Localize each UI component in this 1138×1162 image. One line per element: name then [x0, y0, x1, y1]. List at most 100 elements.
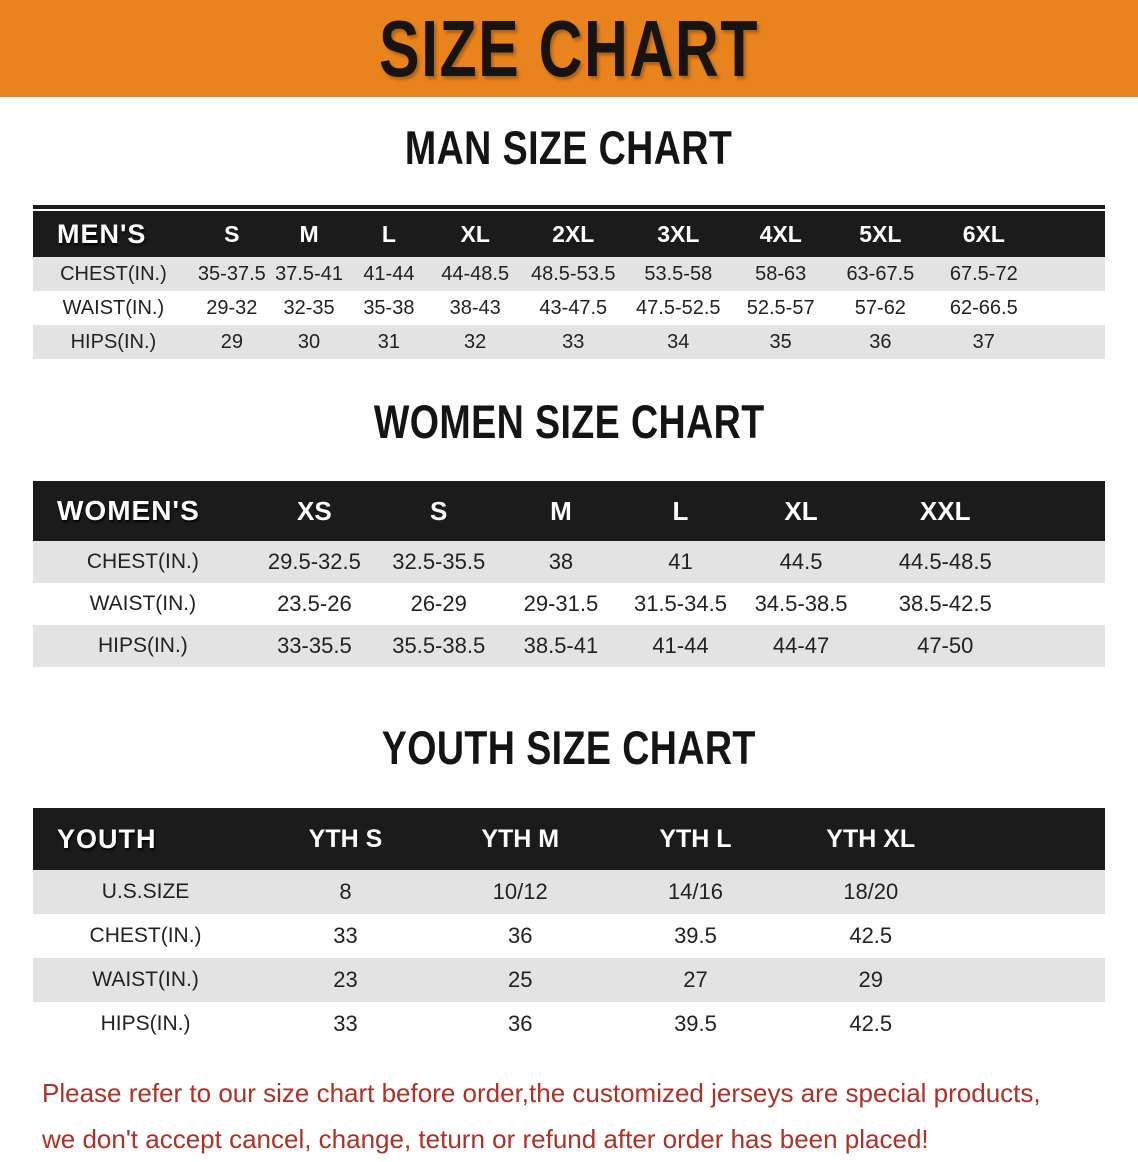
man-heading-text: MAN SIZE CHART	[405, 121, 733, 174]
mens-size-table: MEN'S S M L XL 2XL 3XL 4XL 5XL 6XL CHEST…	[33, 205, 1105, 359]
spacer-cell	[958, 1002, 1105, 1046]
size-cell: 38.5-41	[501, 625, 621, 667]
size-column-header: S	[376, 481, 502, 541]
size-cell: 29-31.5	[501, 583, 621, 625]
row-label: HIPS(IN.)	[33, 325, 194, 359]
size-column-header: YTH M	[432, 808, 608, 870]
size-cell: 42.5	[783, 914, 959, 958]
size-cell: 44.5-48.5	[861, 541, 1029, 583]
size-cell: 39.5	[607, 914, 784, 958]
size-cell: 39.5	[607, 1002, 784, 1046]
youth-header-row: YOUTH YTH S YTH M YTH L YTH XL	[33, 808, 1105, 870]
size-cell: 30	[269, 325, 349, 359]
size-cell: 32	[429, 325, 521, 359]
womens-size-table: WOMEN'S XS S M L XL XXL CHEST(IN.) 29.5-…	[33, 481, 1105, 667]
size-column-header: YTH L	[607, 808, 784, 870]
size-cell: 14/16	[607, 870, 784, 914]
youth-size-table: YOUTH YTH S YTH M YTH L YTH XL U.S.SIZE …	[33, 808, 1105, 1046]
size-cell: 48.5-53.5	[520, 257, 626, 291]
size-cell: 37.5-41	[269, 257, 349, 291]
size-column-header: 2XL	[520, 211, 626, 257]
row-label: CHEST(IN.)	[33, 914, 259, 958]
size-cell: 58-63	[730, 257, 831, 291]
size-cell: 34	[625, 325, 731, 359]
size-cell: 63-67.5	[830, 257, 931, 291]
size-column-header: XXL	[861, 481, 1029, 541]
women-heading-text: WOMEN SIZE CHART	[373, 395, 765, 448]
size-cell: 36	[830, 325, 931, 359]
size-column-header: 5XL	[830, 211, 931, 257]
row-label: CHEST(IN.)	[33, 257, 194, 291]
size-column-header: XL	[740, 481, 862, 541]
youth-size-chart-heading: YOUTH SIZE CHART	[0, 723, 1138, 785]
size-column-header: XL	[429, 211, 521, 257]
size-cell: 41-44	[620, 625, 741, 667]
size-cell: 27	[607, 958, 784, 1002]
table-row: CHEST(IN.) 29.5-32.5 32.5-35.5 38 41 44.…	[33, 541, 1105, 583]
size-cell: 8	[258, 870, 433, 914]
size-cell: 35-37.5	[193, 257, 270, 291]
table-row: WAIST(IN.) 23.5-26 26-29 29-31.5 31.5-34…	[33, 583, 1105, 625]
table-row: WAIST(IN.) 23 25 27 29	[33, 958, 1105, 1002]
size-cell: 47-50	[861, 625, 1029, 667]
spacer-cell	[1028, 583, 1105, 625]
row-label: U.S.SIZE	[33, 870, 259, 914]
disclaimer-text: Please refer to our size chart before or…	[0, 1070, 1138, 1162]
mens-header-row: MEN'S S M L XL 2XL 3XL 4XL 5XL 6XL	[33, 211, 1105, 257]
spacer-cell	[1028, 625, 1105, 667]
size-column-header: M	[501, 481, 621, 541]
women-size-chart-heading: WOMEN SIZE CHART	[0, 397, 1138, 459]
size-cell: 34.5-38.5	[740, 583, 862, 625]
row-label: WAIST(IN.)	[33, 583, 253, 625]
size-cell: 29	[783, 958, 959, 1002]
womens-header-row: WOMEN'S XS S M L XL XXL	[33, 481, 1105, 541]
spacer-cell	[1037, 257, 1105, 291]
size-cell: 67.5-72	[930, 257, 1038, 291]
size-cell: 25	[432, 958, 608, 1002]
row-label: WAIST(IN.)	[33, 958, 259, 1002]
size-cell: 29	[193, 325, 270, 359]
table-row: HIPS(IN.) 29 30 31 32 33 34 35 36 37	[33, 325, 1105, 359]
size-cell: 23.5-26	[252, 583, 377, 625]
size-cell: 26-29	[376, 583, 502, 625]
size-cell: 35.5-38.5	[376, 625, 502, 667]
size-cell: 36	[432, 914, 608, 958]
size-column-header: YTH S	[258, 808, 433, 870]
spacer-cell	[1028, 541, 1105, 583]
size-column-header: 6XL	[930, 211, 1038, 257]
size-cell: 29-32	[193, 291, 270, 325]
spacer-cell	[1037, 325, 1105, 359]
size-cell: 31	[348, 325, 430, 359]
banner-title: SIZE CHART	[379, 3, 759, 93]
size-cell: 31.5-34.5	[620, 583, 741, 625]
table-row: HIPS(IN.) 33-35.5 35.5-38.5 38.5-41 41-4…	[33, 625, 1105, 667]
size-cell: 33	[258, 914, 433, 958]
size-column-header: S	[193, 211, 270, 257]
youth-heading-text: YOUTH SIZE CHART	[381, 721, 757, 774]
size-cell: 41-44	[348, 257, 430, 291]
size-column-header: L	[348, 211, 430, 257]
size-cell: 18/20	[783, 870, 959, 914]
size-cell: 33	[520, 325, 626, 359]
row-label: WAIST(IN.)	[33, 291, 194, 325]
size-cell: 38-43	[429, 291, 521, 325]
size-cell: 41	[620, 541, 741, 583]
size-column-header: M	[269, 211, 349, 257]
size-cell: 37	[930, 325, 1038, 359]
size-cell: 33-35.5	[252, 625, 377, 667]
spacer-cell	[958, 914, 1105, 958]
table-row: WAIST(IN.) 29-32 32-35 35-38 38-43 43-47…	[33, 291, 1105, 325]
table-row: CHEST(IN.) 35-37.5 37.5-41 41-44 44-48.5…	[33, 257, 1105, 291]
mens-corner-label: MEN'S	[33, 211, 194, 257]
size-column-header: 3XL	[625, 211, 731, 257]
size-cell: 38.5-42.5	[861, 583, 1029, 625]
size-cell: 23	[258, 958, 433, 1002]
size-cell: 62-66.5	[930, 291, 1038, 325]
spacer-cell	[1037, 211, 1105, 257]
youth-corner-label: YOUTH	[33, 808, 259, 870]
size-cell: 32.5-35.5	[376, 541, 502, 583]
size-cell: 52.5-57	[730, 291, 831, 325]
size-column-header: L	[620, 481, 741, 541]
size-cell: 35	[730, 325, 831, 359]
size-column-header: 4XL	[730, 211, 831, 257]
